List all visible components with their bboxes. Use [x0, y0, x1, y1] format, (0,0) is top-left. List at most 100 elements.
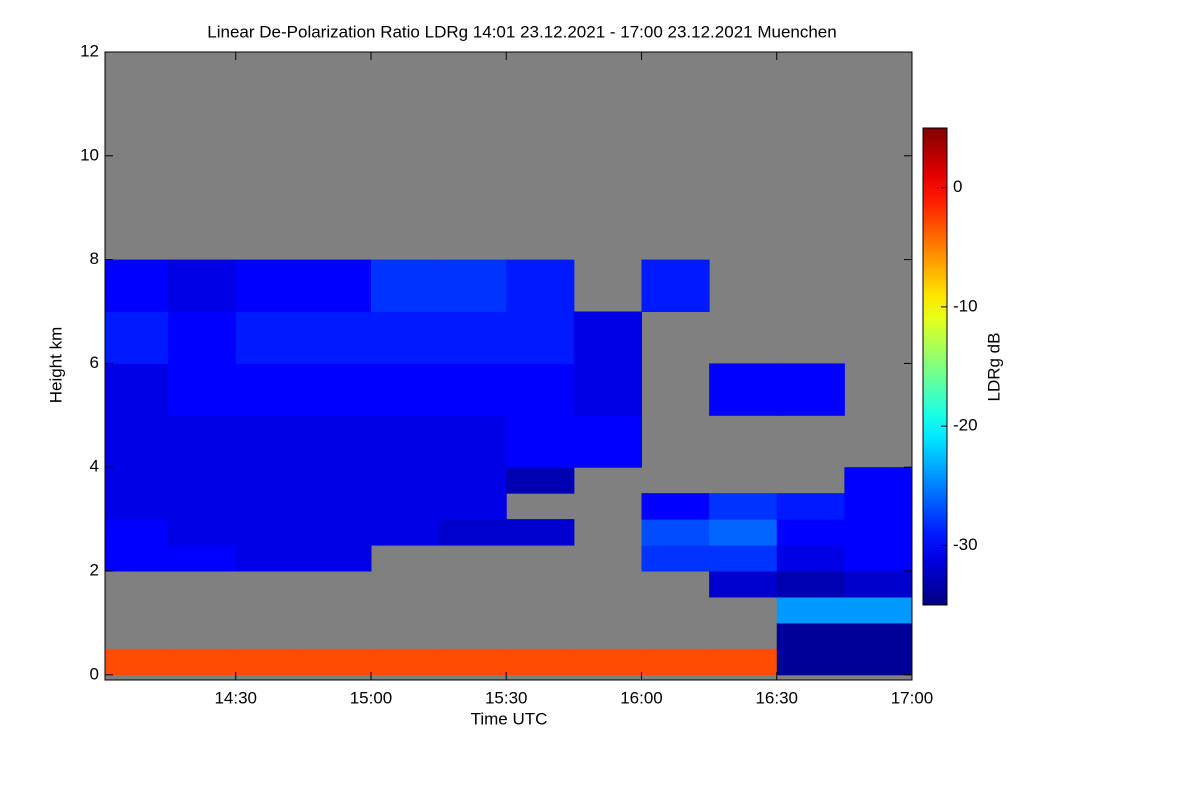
y-tick-label: 12 [80, 41, 99, 60]
heatmap-cell [573, 311, 642, 364]
heatmap-cell [370, 259, 440, 313]
heatmap-cell [303, 415, 372, 468]
y-tick-label: 8 [90, 249, 99, 268]
colorbar-tick-label: -30 [953, 535, 978, 554]
heatmap-cell [105, 259, 169, 313]
x-tick-label: 15:30 [485, 688, 528, 707]
heatmap-cell [709, 648, 778, 676]
heatmap-cell [168, 415, 237, 468]
x-tick-label: 15:00 [350, 688, 393, 707]
colorbar-label: LDRg dB [984, 333, 1003, 402]
cells [105, 259, 912, 676]
heatmap-cell [506, 519, 575, 546]
heatmap-cell [438, 259, 507, 313]
heatmap-cell [303, 311, 372, 364]
heatmap-cell [506, 648, 575, 676]
heatmap-cell [573, 363, 642, 416]
heatmap-cell [105, 467, 169, 494]
heatmap-cell [776, 363, 845, 416]
heatmap-cell [168, 311, 237, 364]
heatmap-cell [844, 622, 912, 650]
heatmap-cell [506, 415, 575, 468]
heatmap-cell [370, 311, 440, 364]
chart-title: Linear De-Polarization Ratio LDRg 14:01 … [207, 22, 836, 41]
heatmap-cell [303, 545, 372, 572]
heatmap-cell [641, 259, 710, 313]
heatmap-cell [844, 648, 912, 676]
heatmap-cell [370, 415, 440, 468]
heatmap-cell [641, 519, 710, 546]
heatmap-cell [168, 648, 237, 676]
heatmap-cell [709, 545, 778, 572]
heatmap-cell [370, 648, 440, 676]
heatmap-cell [573, 648, 642, 676]
heatmap-cell [709, 493, 778, 520]
heatmap-cell [235, 311, 304, 364]
heatmap-cell [438, 363, 507, 416]
heatmap-cell [506, 467, 575, 494]
heatmap-cell [105, 493, 169, 520]
heatmap-cell [506, 363, 575, 416]
heatmap-cell [776, 545, 845, 572]
heatmap-cell [303, 363, 372, 416]
x-tick-label: 16:00 [620, 688, 663, 707]
x-tick-label: 16:30 [755, 688, 798, 707]
heatmap-cell [844, 596, 912, 624]
colorbar [922, 127, 948, 606]
heatmap-cell [105, 363, 169, 416]
heatmap-cell [105, 545, 169, 572]
heatmap-cell [370, 363, 440, 416]
heatmap-cell [168, 259, 237, 313]
heatmap-cell [641, 493, 710, 520]
heatmap-cell [844, 545, 912, 572]
heatmap-cell [438, 519, 507, 546]
y-tick-label: 0 [90, 664, 99, 683]
heatmap-cell [709, 363, 778, 416]
heatmap-cell [235, 519, 304, 546]
heatmap-cell [168, 545, 237, 572]
heatmap-cell [844, 467, 912, 494]
y-tick-label: 6 [90, 353, 99, 372]
heatmap-cell [105, 311, 169, 364]
colorbar-tick-label: -10 [953, 296, 978, 315]
heatmap-cell [168, 363, 237, 416]
heatmap-cell [506, 311, 575, 364]
heatmap-cell [438, 648, 507, 676]
heatmap-cell [235, 545, 304, 572]
heatmap-cell [438, 311, 507, 364]
heatmap-cell [438, 493, 507, 520]
heatmap-cell [776, 596, 845, 624]
heatmap-cell [235, 259, 304, 313]
heatmap-cell [235, 363, 304, 416]
heatmap-cell [235, 415, 304, 468]
heatmap-cell [235, 467, 304, 494]
heatmap-cell [303, 467, 372, 494]
heatmap-cell [370, 467, 440, 494]
y-tick-label: 10 [80, 145, 99, 164]
x-tick-label: 14:30 [214, 688, 257, 707]
heatmap-cell [438, 467, 507, 494]
heatmap-cell [235, 648, 304, 676]
heatmap-cell [105, 415, 169, 468]
x-tick-label: 17:00 [891, 688, 934, 707]
heatmap-cell [844, 519, 912, 546]
heatmap-cell [370, 519, 440, 546]
heatmap-cell [641, 648, 710, 676]
heatmap-cell [168, 493, 237, 520]
y-tick-label: 4 [90, 457, 99, 476]
colorbar-tick-label: 0 [953, 177, 962, 196]
heatmap-cell [709, 519, 778, 546]
heatmap-cell [776, 571, 845, 598]
heatmap-cell [776, 622, 845, 650]
heatmap-cell [303, 259, 372, 313]
heatmap-cell [709, 571, 778, 598]
colorbar-tick-label: -20 [953, 416, 978, 435]
heatmap-cell [303, 519, 372, 546]
heatmap-cell [641, 545, 710, 572]
y-tick-label: 2 [90, 560, 99, 579]
x-axis-label: Time UTC [471, 709, 548, 728]
y-axis-label: Height km [46, 327, 65, 404]
heatmap-cell [438, 415, 507, 468]
heatmap-cell [303, 648, 372, 676]
